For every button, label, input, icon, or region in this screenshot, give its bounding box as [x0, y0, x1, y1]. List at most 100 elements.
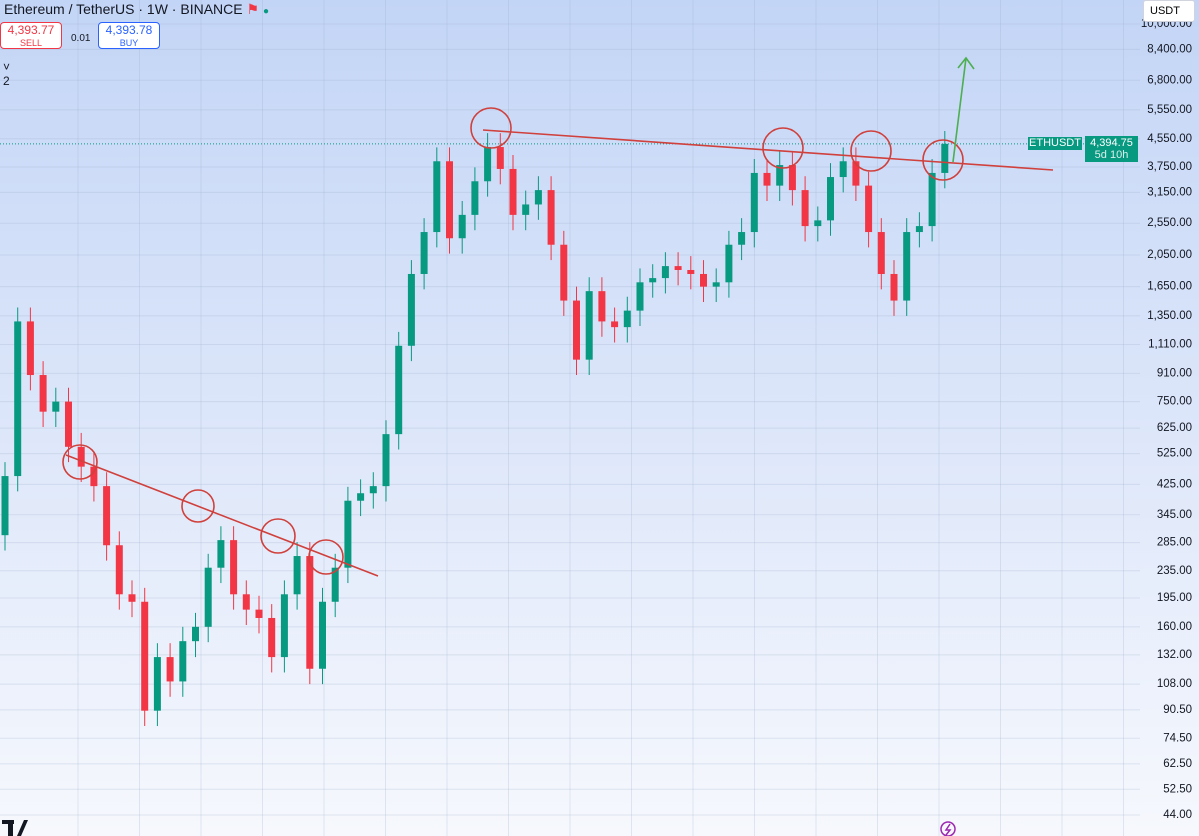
- candle-body: [852, 161, 860, 186]
- y-tick-label: 2,050.00: [1147, 249, 1192, 261]
- y-tick-label: 625.00: [1157, 422, 1192, 434]
- candle-body: [534, 190, 542, 205]
- candle-body: [509, 168, 517, 215]
- candle-body: [420, 232, 428, 274]
- trend-line: [65, 454, 379, 577]
- countdown: 5d 10h: [1094, 148, 1129, 161]
- y-tick-label: 285.00: [1157, 537, 1192, 549]
- buy-price: 4,393.78: [105, 23, 153, 37]
- candle-body: [915, 226, 923, 233]
- drawings: [62, 56, 1054, 577]
- last-price: 4,394.75: [1090, 136, 1133, 149]
- candle-body: [255, 609, 263, 618]
- y-tick-label: 4,550.00: [1147, 133, 1192, 145]
- candle-body: [369, 486, 377, 494]
- trend-line: [482, 129, 1054, 171]
- candle-body: [115, 545, 123, 595]
- candle-body: [166, 657, 174, 682]
- candle-body: [903, 232, 911, 301]
- candle-body: [560, 244, 568, 301]
- y-tick-label: 1,650.00: [1147, 281, 1192, 293]
- indicator-count: 2: [3, 74, 10, 88]
- candle-body: [636, 282, 644, 311]
- candle-body: [90, 466, 98, 487]
- candle-body: [458, 214, 466, 239]
- y-tick-label: 235.00: [1157, 565, 1192, 577]
- candle-body: [153, 657, 161, 711]
- y-tick-label: 195.00: [1157, 592, 1192, 604]
- candle-body: [39, 375, 47, 412]
- candle-body: [674, 266, 682, 270]
- y-tick-label: 8,400.00: [1147, 43, 1192, 55]
- candle-body: [103, 486, 111, 546]
- candles: [0, 131, 1140, 727]
- candle-body: [928, 172, 936, 227]
- candle-body: [217, 540, 225, 568]
- sell-price: 4,393.77: [7, 23, 55, 37]
- candle-body: [573, 300, 580, 360]
- candle-body: [382, 434, 390, 487]
- circle-marker: [922, 139, 964, 181]
- candle-body: [293, 556, 301, 595]
- y-tick-label: 90.50: [1163, 704, 1192, 716]
- currency-select[interactable]: USDT: [1143, 0, 1195, 22]
- y-tick-label: 750.00: [1157, 396, 1192, 408]
- candle-body: [77, 446, 85, 467]
- circle-marker: [470, 107, 512, 149]
- y-tick-label: 6,800.00: [1147, 74, 1192, 86]
- candle-body: [52, 401, 60, 412]
- candle-body: [712, 282, 720, 287]
- y-tick-label: 62.50: [1163, 758, 1192, 770]
- grid: [0, 0, 1140, 836]
- candle-body: [306, 556, 314, 669]
- candle-body: [433, 161, 441, 233]
- y-tick-label: 74.50: [1163, 732, 1192, 744]
- y-tick-label: 910.00: [1157, 367, 1192, 379]
- spread: 0.01: [71, 33, 91, 44]
- circle-marker: [181, 489, 215, 523]
- candle-body: [446, 161, 453, 239]
- candle-body: [661, 266, 669, 279]
- candle-body: [14, 321, 22, 477]
- y-axis: 10,000.008,400.006,800.005,550.004,550.0…: [1141, 18, 1192, 821]
- candle-body: [738, 232, 746, 245]
- circle-marker: [260, 518, 296, 554]
- candle-body: [941, 143, 949, 173]
- candle-body: [585, 291, 593, 360]
- candle-body: [471, 181, 479, 215]
- candle-body: [623, 310, 631, 328]
- indicators-toggle[interactable]: ˅ 2: [3, 60, 11, 88]
- y-tick-label: 345.00: [1157, 509, 1192, 521]
- y-tick-label: 1,110.00: [1148, 338, 1192, 350]
- candle-body: [776, 165, 784, 186]
- circle-marker: [762, 127, 804, 169]
- circle-marker: [62, 444, 98, 480]
- y-tick-label: 3,150.00: [1147, 186, 1192, 198]
- candle-body: [522, 204, 530, 215]
- sell-button[interactable]: 4,393.77 SELL: [0, 22, 62, 49]
- circle-marker: [308, 539, 344, 575]
- circle-marker: [850, 130, 892, 172]
- y-tick-label: 2,550.00: [1147, 217, 1192, 229]
- candle-body: [649, 278, 657, 283]
- candle-body: [268, 617, 276, 658]
- symbol-title: Ethereum / TetherUS · 1W · BINANCE ⚑ ●: [4, 1, 269, 18]
- candle-body: [890, 273, 898, 301]
- candle-body: [179, 641, 187, 682]
- candle-body: [865, 185, 873, 233]
- candle-body: [801, 190, 809, 227]
- candle-body: [700, 273, 707, 287]
- candle-body: [687, 269, 695, 274]
- alert-icon[interactable]: [940, 821, 956, 836]
- candle-body: [877, 232, 885, 274]
- candle-body: [407, 273, 415, 346]
- candle-body: [788, 165, 796, 191]
- candle-body: [598, 291, 606, 322]
- logo: [2, 820, 28, 836]
- candle-body: [357, 493, 365, 501]
- candle-body: [128, 594, 136, 602]
- price-label: 4,394.75 5d 10h: [1085, 135, 1138, 162]
- buy-button[interactable]: 4,393.78 BUY: [98, 22, 160, 49]
- candle-body: [611, 321, 619, 328]
